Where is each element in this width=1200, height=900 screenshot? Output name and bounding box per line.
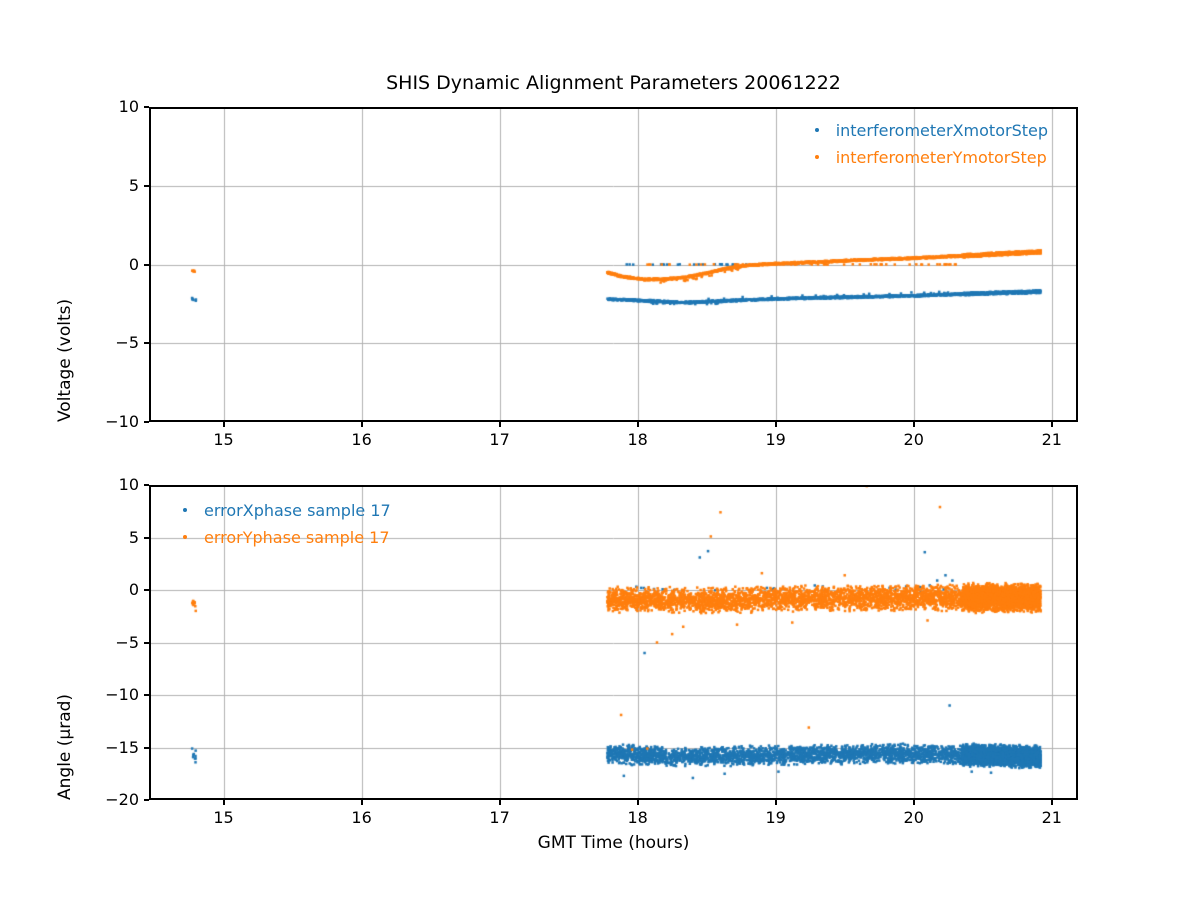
x-axis-label: GMT Time (hours) [537, 833, 690, 853]
tick-mark [1050, 800, 1053, 805]
tick-mark [912, 422, 915, 427]
scatter-dot-icon [814, 128, 819, 132]
tick-mark [144, 106, 149, 108]
tick-label: 16 [351, 430, 372, 449]
tick-mark [498, 800, 501, 805]
chart-angle: Angle (μrad) GMT Time (hours) 15 16 17 18 19… [55, 475, 1078, 853]
tick-label: 20 [903, 430, 924, 449]
tick-mark [636, 800, 639, 805]
chart-voltage: SHIS Dynamic Alignment Parameters 200612… [55, 72, 1078, 449]
tick-mark [222, 422, 225, 427]
tick-label: 0 [128, 254, 139, 274]
tick-mark [774, 422, 777, 427]
tick-mark [1050, 422, 1053, 427]
plot-border [149, 485, 1078, 800]
tick-label: −10 [105, 412, 139, 431]
tick-mark [360, 800, 363, 805]
tick-label: 0 [128, 580, 139, 599]
tick-mark [144, 484, 149, 486]
scatter-dot-icon [814, 155, 819, 159]
chart-title: SHIS Dynamic Alignment Parameters 200612… [386, 72, 841, 94]
tick-label: 17 [489, 430, 510, 449]
tick-mark [144, 342, 149, 345]
tick-mark [144, 589, 149, 591]
tick-mark [912, 800, 915, 805]
plot-canvas [149, 485, 1078, 800]
tick-label: 20 [903, 808, 924, 827]
tick-mark [144, 184, 149, 187]
scatter-dot-icon [183, 508, 187, 512]
tick-label: 10 [118, 475, 139, 494]
tick-label: 15 [213, 808, 234, 827]
tick-mark [144, 263, 149, 266]
legend: errorXphase sample 17 errorYphase sample… [183, 497, 391, 550]
legend-label: errorXphase sample 17 [204, 500, 391, 520]
tick-mark [144, 746, 149, 749]
tick-mark [222, 800, 225, 805]
tick-mark [144, 799, 149, 801]
tick-label: −5 [115, 333, 139, 353]
tick-mark [144, 421, 149, 423]
tick-mark [636, 422, 639, 427]
tick-label: 19 [765, 808, 786, 827]
tick-label: 5 [128, 175, 139, 195]
legend-label: interferometerYmotorStep [835, 147, 1047, 167]
plot-border [149, 107, 1078, 422]
legend: interferometerXmotorStep interferometerY… [814, 117, 1048, 170]
tick-label: 21 [1041, 430, 1062, 449]
tick-mark [144, 694, 149, 696]
tick-label: −20 [105, 790, 139, 809]
tick-label: 21 [1041, 808, 1062, 827]
tick-mark [144, 641, 149, 644]
legend-label: interferometerXmotorStep [835, 120, 1048, 140]
scatter-dot-icon [183, 535, 187, 539]
tick-label: −5 [115, 632, 139, 652]
tick-label: 10 [118, 97, 139, 116]
legend-item: interferometerYmotorStep [814, 144, 1048, 170]
tick-label: 18 [627, 430, 648, 449]
y-axis-label: Angle (μrad) [55, 693, 75, 800]
tick-mark [144, 536, 149, 539]
tick-label: 15 [213, 430, 234, 449]
tick-mark [360, 422, 363, 427]
legend-label: errorYphase sample 17 [204, 527, 390, 547]
legend-item: interferometerXmotorStep [814, 117, 1048, 143]
y-axis-label: Voltage (volts) [55, 298, 75, 422]
tick-label: 17 [489, 808, 510, 827]
tick-label: 16 [351, 808, 372, 827]
tick-label: −15 [105, 737, 139, 757]
tick-label: 5 [128, 527, 139, 547]
plot-canvas [149, 107, 1078, 422]
tick-mark [498, 422, 501, 427]
tick-label: 19 [765, 430, 786, 449]
legend-item: errorXphase sample 17 [183, 497, 391, 523]
tick-label: 18 [627, 808, 648, 827]
legend-item: errorYphase sample 17 [183, 524, 391, 550]
tick-mark [774, 800, 777, 805]
tick-label: −10 [105, 685, 139, 704]
